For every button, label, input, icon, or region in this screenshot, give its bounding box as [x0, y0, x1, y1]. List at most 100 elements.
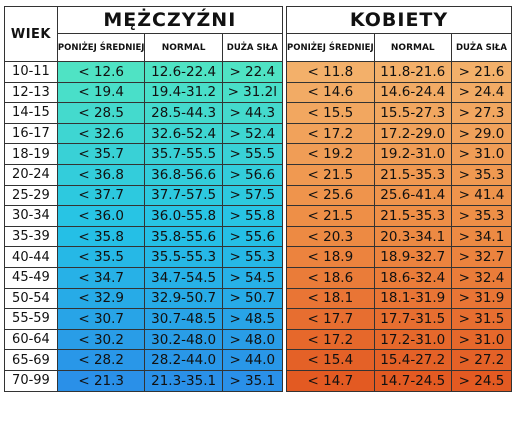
men-high-strength-cell: > 48.5	[221, 308, 283, 330]
men-normal-cell: 28.2-44.0	[144, 349, 223, 371]
men-normal-cell: 30.7-48.5	[144, 308, 223, 330]
women-high-strength-cell: > 27.3	[450, 102, 512, 124]
column-divider	[281, 102, 288, 124]
women-normal-cell: 20.3-34.1	[373, 225, 452, 248]
women-high-strength-cell: > 32.7	[450, 246, 512, 268]
men-normal-cell: 28.5-44.3	[144, 102, 223, 124]
women-normal-cell: 18.1-31.9	[373, 287, 452, 310]
women-below-average-header: PONIŻEJ ŚREDNIEJ	[286, 33, 375, 62]
age-range-cell: 16-17	[4, 122, 58, 145]
men-normal-cell: 35.5-55.3	[144, 246, 223, 268]
age-range-cell: 25-29	[4, 184, 58, 207]
women-below-average-cell: < 21.5	[286, 163, 375, 186]
women-high-strength-cell: > 29.0	[450, 122, 512, 145]
women-normal-cell: 11.8-21.6	[373, 61, 452, 83]
women-high-strength-cell: > 35.3	[450, 205, 512, 227]
women-below-average-cell: < 21.5	[286, 205, 375, 227]
men-below-average-cell: < 32.6	[56, 122, 146, 145]
age-range-cell: 14-15	[4, 102, 58, 124]
column-divider	[281, 205, 288, 227]
men-normal-cell: 12.6-22.4	[144, 61, 223, 83]
column-divider	[281, 267, 288, 289]
age-range-cell: 18-19	[4, 143, 58, 165]
age-range-cell: 60-64	[4, 328, 58, 351]
column-divider	[281, 123, 288, 144]
men-normal-cell: 34.7-54.5	[144, 266, 223, 289]
women-below-average-cell: < 15.5	[286, 102, 375, 124]
women-high-strength-cell: > 32.4	[450, 266, 512, 289]
table-body: 10-11 < 12.6 12.6-22.4 > 22.4 < 11.8 11.8-21.…	[4, 61, 512, 392]
men-high-strength-cell: > 35.1	[221, 369, 283, 392]
men-normal-cell: 37.7-57.5	[144, 184, 223, 207]
women-normal-cell: 14.7-24.5	[373, 369, 452, 392]
age-range-cell: 70-99	[4, 369, 58, 392]
column-divider	[281, 246, 288, 268]
column-divider	[281, 370, 288, 391]
men-below-average-cell: < 35.8	[56, 225, 146, 248]
column-divider	[281, 288, 288, 309]
table-row: 65-69 < 28.2 28.2-44.0 > 44.0 < 15.4 15.4-27.…	[4, 349, 512, 371]
women-normal-cell: 25.6-41.4	[373, 184, 452, 207]
age-range-cell: 65-69	[4, 349, 58, 371]
women-high-strength-cell: > 35.3	[450, 163, 512, 186]
column-divider	[281, 143, 288, 165]
men-high-strength-cell: > 44.3	[221, 102, 283, 124]
column-divider	[281, 185, 288, 206]
men-below-average-cell: < 34.7	[56, 266, 146, 289]
table-row: 45-49 < 34.7 34.7-54.5 > 54.5 < 18.6 18.6-32.…	[4, 266, 512, 289]
column-divider	[281, 349, 288, 371]
women-below-average-cell: < 17.2	[286, 328, 375, 351]
men-high-strength-cell: > 52.4	[221, 122, 283, 145]
age-range-cell: 10-11	[4, 61, 58, 83]
age-header: WIEK	[4, 6, 58, 62]
age-range-cell: 12-13	[4, 81, 58, 104]
women-high-strength-cell: > 34.1	[450, 225, 512, 248]
men-below-average-cell: < 30.2	[56, 328, 146, 351]
women-high-strength-cell: > 31.5	[450, 308, 512, 330]
column-divider	[281, 308, 288, 330]
table-row: 12-13 < 19.4 19.4-31.2 > 31.2l < 14.6 14.6-24…	[4, 81, 512, 104]
women-high-strength-cell: > 41.4	[450, 184, 512, 207]
men-below-average-header: PONIŻEJ ŚREDNIEJ	[56, 33, 146, 62]
women-normal-cell: 19.2-31.0	[373, 143, 452, 165]
women-below-average-cell: < 14.7	[286, 369, 375, 392]
men-high-strength-cell: > 55.5	[221, 143, 283, 165]
table-row: 18-19 < 35.7 35.7-55.5 > 55.5 < 19.2 19.2-31.…	[4, 143, 512, 165]
men-header: MĘŻCZYŹNI	[56, 6, 283, 34]
men-below-average-cell: < 21.3	[56, 369, 146, 392]
men-below-average-cell: < 12.6	[56, 61, 146, 83]
women-below-average-cell: < 18.1	[286, 287, 375, 310]
men-high-strength-cell: > 50.7	[221, 287, 283, 310]
women-below-average-cell: < 18.9	[286, 246, 375, 268]
table-row: 60-64 < 30.2 30.2-48.0 > 48.0 < 17.2 17.2-31.…	[4, 328, 512, 351]
age-range-cell: 35-39	[4, 225, 58, 248]
men-below-average-cell: < 28.5	[56, 102, 146, 124]
women-below-average-cell: < 11.8	[286, 61, 375, 83]
women-normal-header: NORMAL	[373, 33, 452, 62]
women-normal-cell: 17.2-29.0	[373, 122, 452, 145]
column-divider	[281, 329, 288, 350]
age-range-cell: 30-34	[4, 205, 58, 227]
women-normal-cell: 21.5-35.3	[373, 163, 452, 186]
men-normal-header: NORMAL	[144, 33, 223, 62]
table-row: 14-15 < 28.5 28.5-44.3 > 44.3 < 15.5 15.5-27.…	[4, 102, 512, 124]
men-normal-cell: 30.2-48.0	[144, 328, 223, 351]
age-range-cell: 20-24	[4, 163, 58, 186]
table-row: 70-99 < 21.3 21.3-35.1 > 35.1 < 14.7 14.7-24.…	[4, 369, 512, 392]
age-range-cell: 45-49	[4, 266, 58, 289]
men-below-average-cell: < 28.2	[56, 349, 146, 371]
women-normal-cell: 15.5-27.3	[373, 102, 452, 124]
women-normal-cell: 18.6-32.4	[373, 266, 452, 289]
men-below-average-cell: < 35.5	[56, 246, 146, 268]
column-divider	[281, 82, 288, 103]
table-row: 30-34 < 36.0 36.0-55.8 > 55.8 < 21.5 21.5-35.…	[4, 205, 512, 227]
men-high-strength-cell: > 22.4	[221, 61, 283, 83]
men-normal-cell: 36.8-56.6	[144, 163, 223, 186]
women-below-average-cell: < 20.3	[286, 225, 375, 248]
men-high-strength-cell: > 57.5	[221, 184, 283, 207]
women-below-average-cell: < 15.4	[286, 349, 375, 371]
men-high-strength-header: DUŻA SIŁA	[221, 33, 283, 62]
men-high-strength-cell: > 55.6	[221, 225, 283, 248]
women-high-strength-header: DUŻA SIŁA	[450, 33, 512, 62]
men-high-strength-cell: > 55.3	[221, 246, 283, 268]
